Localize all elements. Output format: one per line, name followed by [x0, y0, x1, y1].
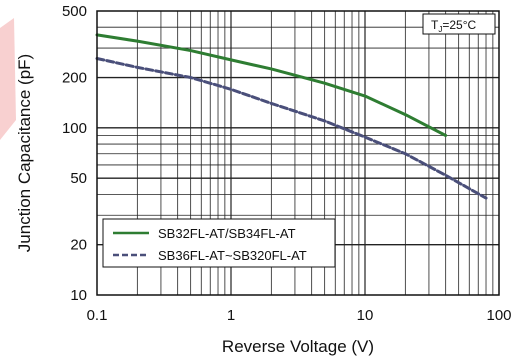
legend-box — [102, 218, 336, 268]
series-line-2 — [95, 56, 488, 200]
y-tick-label: 20 — [70, 237, 87, 254]
left-edge-red-mark — [0, 18, 16, 140]
legend-label-series-1: SB32FL-AT/SB34FL-AT — [158, 226, 296, 241]
x-tick-label: 0.1 — [87, 307, 108, 324]
legend: SB32FL-AT/SB34FL-AT SB36FL-AT~SB320FL-AT — [102, 218, 336, 268]
y-tick-label: 100 — [62, 120, 87, 137]
x-tick-label: 100 — [486, 307, 511, 324]
temperature-annotation: TJ=25°C — [422, 13, 496, 35]
x-tick-labels: 0.1 1 10 100 — [87, 307, 512, 324]
x-tick-label: 10 — [357, 307, 374, 324]
series-line-1 — [95, 33, 448, 137]
y-tick-label: 50 — [70, 170, 87, 187]
legend-label-series-2: SB36FL-AT~SB320FL-AT — [158, 248, 307, 263]
series-lines — [95, 33, 488, 200]
plot-frame — [96, 10, 500, 296]
annotation-text: TJ=25°C — [431, 18, 476, 34]
y-axis-title: Junction Capacitance (pF) — [15, 54, 34, 252]
y-tick-label: 200 — [62, 70, 87, 87]
y-tick-label: 500 — [62, 3, 87, 20]
y-tick-label: 10 — [70, 287, 87, 304]
x-tick-label: 1 — [227, 307, 235, 324]
y-tick-labels: 10 20 50 100 200 500 — [62, 3, 87, 304]
x-axis-title: Reverse Voltage (V) — [222, 337, 374, 356]
